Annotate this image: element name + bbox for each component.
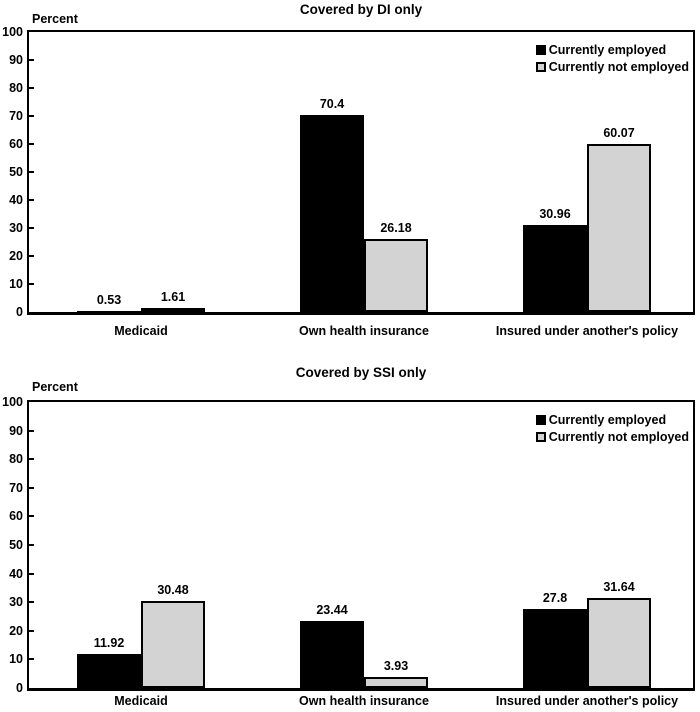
- legend-swatch-icon: [535, 432, 546, 442]
- y-tick-label: 90: [9, 423, 23, 438]
- legend-label: Currently employed: [548, 413, 667, 427]
- bar-value-label: 60.07: [603, 125, 635, 140]
- y-tick-label: 10: [9, 277, 23, 291]
- y-tick-label: 70: [9, 480, 23, 495]
- legend-swatch-icon: [535, 415, 546, 425]
- bar-currently-not-employed: [587, 597, 651, 688]
- y-axis-unit-label: Percent: [32, 12, 78, 26]
- bar-value-label: 31.64: [603, 579, 635, 594]
- chart-panel-di-only: Covered by DI only Percent 0 10 20 30 40 50 60…: [2, 2, 695, 338]
- y-tick-mark: [29, 658, 34, 661]
- y-tick-mark: [29, 486, 34, 489]
- y-tick-mark: [29, 143, 34, 145]
- y-tick-label: 100: [2, 395, 23, 409]
- legend: Currently employed Currently not employed: [535, 43, 689, 77]
- y-tick-mark: [29, 171, 34, 173]
- y-tick-mark: [29, 255, 34, 257]
- category-label: Medicaid: [114, 324, 168, 338]
- y-tick-label: 30: [9, 221, 23, 235]
- legend-item: Currently employed: [535, 413, 689, 427]
- bar-value-label: 1.61: [160, 289, 186, 304]
- y-tick-mark: [29, 629, 34, 632]
- plot-area: 0 10 20 30 40 50 60 70 80 90 100 0.53 1.61 Medicaid 70…: [2, 25, 695, 338]
- legend: Currently employed Currently not employed: [535, 413, 689, 447]
- y-tick-label: 0: [16, 681, 23, 695]
- bar-currently-employed: [300, 114, 364, 312]
- bar-currently-not-employed: [587, 143, 651, 312]
- y-tick-label: 60: [9, 137, 23, 151]
- category-label: Own health insurance: [299, 324, 429, 338]
- y-tick-label: 90: [9, 53, 23, 67]
- bar-currently-employed: [523, 608, 587, 688]
- y-tick-label: 20: [9, 623, 23, 638]
- bar-value-label: 0.53: [96, 292, 122, 307]
- category-label: Medicaid: [114, 694, 168, 708]
- legend-item: Currently not employed: [535, 430, 689, 444]
- y-tick-mark: [29, 544, 34, 546]
- bar-value-label: 3.93: [383, 658, 409, 673]
- y-tick-label: 80: [9, 452, 23, 467]
- category-label: Own health insurance: [299, 694, 429, 708]
- legend-label: Currently not employed: [548, 60, 689, 74]
- bar-currently-not-employed: [364, 238, 428, 312]
- legend-item: Currently employed: [535, 43, 689, 57]
- y-tick-label: 10: [9, 652, 23, 667]
- y-tick-mark: [29, 515, 34, 518]
- y-tick-label: 80: [9, 81, 23, 95]
- legend-label: Currently not employed: [548, 430, 689, 444]
- legend-swatch-icon: [535, 45, 546, 55]
- y-tick-mark: [29, 227, 34, 229]
- y-tick-mark: [29, 199, 34, 201]
- y-tick-label: 70: [9, 109, 23, 123]
- y-tick-mark: [29, 59, 34, 61]
- bar-currently-not-employed: [141, 307, 205, 312]
- y-tick-mark: [29, 283, 34, 285]
- y-tick-mark: [29, 429, 34, 432]
- bar-currently-not-employed: [141, 600, 205, 688]
- y-tick-label: 50: [9, 538, 23, 552]
- chart-title: Covered by DI only: [299, 2, 423, 17]
- y-tick-label: 60: [9, 509, 23, 524]
- bar-value-label: 70.4: [319, 96, 345, 111]
- bar-currently-employed: [300, 620, 364, 688]
- bar-currently-not-employed: [364, 676, 428, 688]
- bar-value-label: 30.96: [539, 207, 571, 222]
- y-tick-mark: [29, 601, 34, 604]
- y-tick-mark: [29, 572, 34, 575]
- bar-value-label: 30.48: [157, 582, 189, 597]
- y-axis-unit-label: Percent: [32, 380, 78, 394]
- y-tick-mark: [29, 115, 34, 117]
- legend-item: Currently not employed: [535, 60, 689, 74]
- y-tick-mark: [29, 458, 34, 461]
- legend-swatch-icon: [535, 62, 546, 72]
- y-tick-label: 40: [9, 193, 23, 207]
- category-label: Insured under another's policy: [495, 324, 679, 338]
- y-tick-mark: [29, 87, 34, 89]
- bar-currently-employed: [77, 653, 141, 688]
- bar-value-label: 26.18: [380, 220, 412, 235]
- y-tick-label: 0: [16, 305, 23, 319]
- bar-value-label: 11.92: [93, 635, 125, 650]
- legend-label: Currently employed: [548, 43, 667, 57]
- bar-currently-employed: [77, 310, 141, 312]
- bar-value-label: 23.44: [316, 602, 348, 617]
- y-tick-label: 40: [9, 566, 23, 581]
- bar-currently-employed: [523, 225, 587, 312]
- bar-value-label: 27.8: [542, 590, 568, 605]
- y-tick-label: 50: [9, 165, 23, 179]
- y-tick-label: 20: [9, 249, 23, 263]
- chart-title: Covered by SSI only: [295, 365, 427, 380]
- chart-panel-ssi-only: Covered by SSI only Percent 0 10 20 30 40 50 6…: [0, 356, 700, 712]
- category-label: Insured under another's policy: [495, 694, 679, 708]
- y-tick-label: 100: [2, 25, 23, 39]
- y-tick-label: 30: [9, 595, 23, 610]
- plot-area: 0 10 20 30 40 50 60 70 80 90 100 11.92 30.48 Medicaid…: [2, 395, 695, 708]
